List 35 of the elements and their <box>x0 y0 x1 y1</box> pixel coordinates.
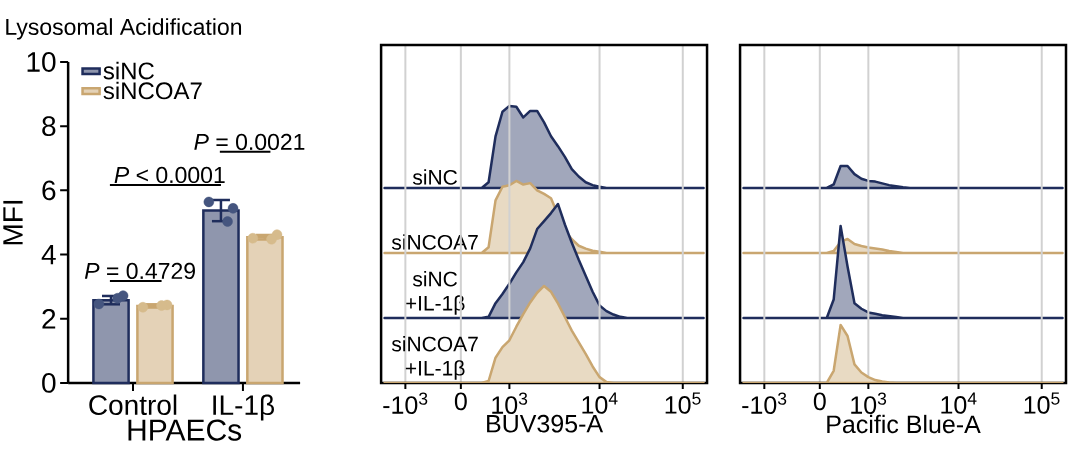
y-axis-title: siNC <box>412 169 458 185</box>
x-tick-label: -10$^{3}$ <box>742 392 787 415</box>
x-tick-label: 0 <box>454 392 467 411</box>
legend-label: siNC <box>103 61 154 80</box>
y-axis-title: siNCOA7 +IL-1β <box>391 336 478 380</box>
x-axis-title: BUV395-A <box>487 414 604 433</box>
y-tick-label: 4 <box>41 244 56 265</box>
x-tick-label: Control <box>89 394 177 416</box>
y-tick-label: 2 <box>42 309 56 329</box>
x-tick-label: 0 <box>813 392 826 411</box>
chart-title: Lysosomal Acidification <box>6 18 242 40</box>
x-tick-label: 10$^{4}$ <box>941 392 977 414</box>
y-tick-label: 0 <box>42 373 56 393</box>
x-tick-label: IL-1β <box>213 394 274 421</box>
annotation: P < 0.0001 <box>114 166 225 184</box>
bar <box>92 298 130 385</box>
x-tick-label: 10$^{3}$ <box>851 392 887 415</box>
bar <box>246 236 284 385</box>
annotation: P = 0.4729 <box>84 262 195 280</box>
bar <box>136 304 174 385</box>
y-axis-title: siNC +IL-1β <box>405 271 465 315</box>
annotation: P = 0.0021 <box>194 133 305 151</box>
y-tick-label: 8 <box>42 116 56 137</box>
y-axis-title: MFI <box>3 200 23 245</box>
x-axis-title: Pacific Blue-A <box>827 414 981 434</box>
x-tick-label: 10$^{3}$ <box>492 392 528 415</box>
x-tick-label: -10$^{3}$ <box>383 392 428 415</box>
x-tick-label: 10$^{4}$ <box>582 392 618 414</box>
legend-label: siNCOA7 <box>103 81 202 100</box>
x-tick-label: 10$^{5}$ <box>1024 392 1060 414</box>
y-tick-label: 6 <box>42 180 56 201</box>
y-tick-label: 10 <box>27 52 56 72</box>
x-axis-title: HPAECs <box>128 419 242 441</box>
y-axis-title: siNCOA7 <box>391 234 478 250</box>
x-tick-label: 10$^{5}$ <box>665 392 701 414</box>
